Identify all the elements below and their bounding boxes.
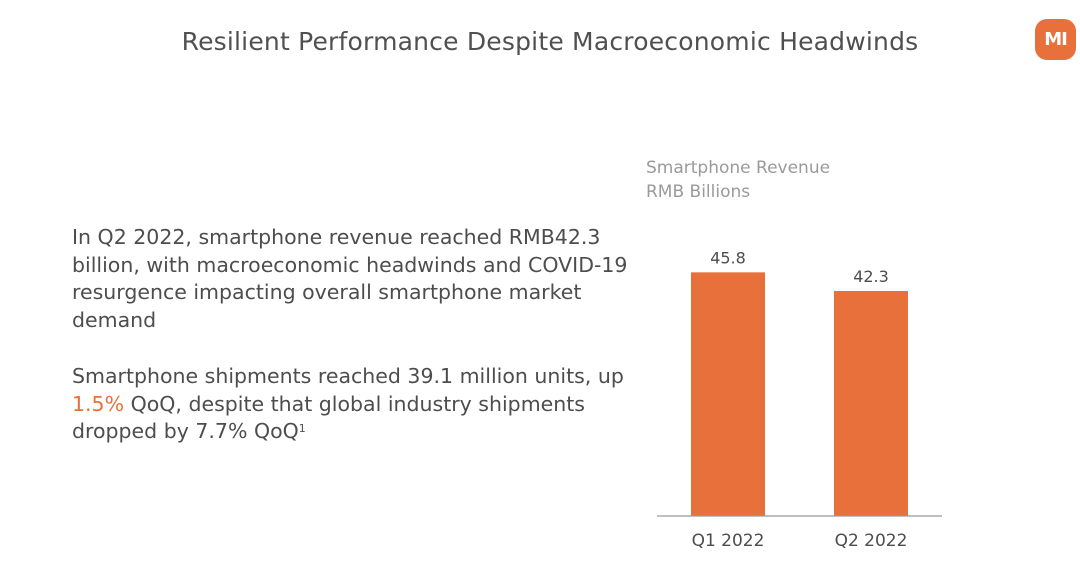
data-label: 45.8 bbox=[710, 250, 746, 267]
shipments-text-start: Smartphone shipments reached 39.1 millio… bbox=[72, 364, 624, 388]
xiaomi-logo: MI bbox=[1035, 19, 1076, 60]
revenue-bar-chart: 45.8 Q1 2022 42.3 Q2 2022 bbox=[657, 250, 942, 551]
x-tick-label: Q1 2022 bbox=[692, 531, 765, 551]
revenue-paragraph: In Q2 2022, smartphone revenue reached R… bbox=[72, 225, 628, 332]
logo-text: MI bbox=[1044, 29, 1068, 50]
chart-unit-label: RMB Billions bbox=[646, 182, 751, 202]
chart-caption: Smartphone Revenue RMB Billions bbox=[646, 156, 830, 204]
footnote-marker: 1 bbox=[298, 422, 306, 435]
bar-q2-2022 bbox=[834, 290, 908, 516]
growth-highlight: 1.5% bbox=[72, 391, 125, 416]
x-tick-label: Q2 2022 bbox=[835, 531, 908, 551]
bar-q1-2022 bbox=[691, 272, 765, 516]
page-title: Resilient Performance Despite Macroecono… bbox=[181, 27, 919, 56]
data-label: 42.3 bbox=[853, 267, 889, 286]
shipments-text-end: QoQ, despite that global industry shipme… bbox=[72, 391, 585, 444]
chart-title: Smartphone Revenue bbox=[646, 158, 831, 178]
shipments-paragraph: Smartphone shipments reached 39.1 millio… bbox=[72, 363, 632, 446]
